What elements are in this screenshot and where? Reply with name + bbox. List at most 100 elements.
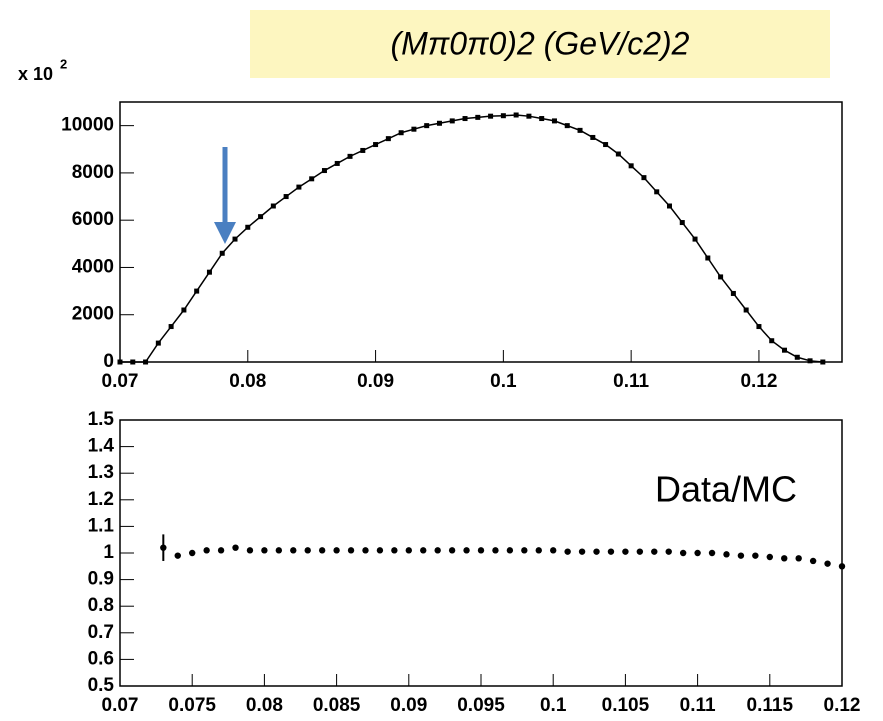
x-tick-label: 0.1 (490, 371, 517, 392)
data-point (718, 274, 724, 280)
data-point (513, 112, 519, 118)
data-point (462, 116, 468, 122)
y-tick-label: 0.5 (88, 675, 115, 696)
data-point (809, 557, 817, 565)
data-point (258, 214, 264, 220)
data-point (769, 338, 775, 344)
data-point (405, 547, 412, 554)
x-tick-label: 0.12 (824, 695, 861, 716)
x-tick-label: 0.105 (602, 695, 650, 716)
data-point (296, 184, 302, 190)
data-point (436, 120, 442, 126)
data-point (615, 151, 621, 157)
x-tick-label: 0.12 (740, 371, 777, 392)
data-point (577, 127, 583, 133)
data-point (448, 547, 456, 554)
data-point (130, 359, 136, 365)
data-point (290, 547, 297, 554)
data-point (477, 547, 485, 554)
y-tick-label: 0.6 (88, 648, 114, 669)
x-tick-label: 0.115 (747, 695, 794, 716)
data-point (723, 551, 730, 558)
data-point (781, 555, 788, 562)
y-tick-label: 1.1 (88, 515, 115, 536)
data-point (506, 547, 514, 554)
data-point (795, 555, 802, 562)
data-point (679, 549, 687, 557)
data-point (275, 547, 283, 554)
y-tick-label: 1.3 (88, 462, 114, 483)
data-point (743, 307, 749, 313)
x-tick-label: 0.085 (313, 695, 361, 716)
data-point (705, 255, 711, 261)
data-point (838, 563, 846, 570)
data-point (155, 340, 161, 346)
data-point (636, 548, 644, 555)
data-point (261, 547, 268, 554)
data-point (411, 126, 417, 132)
data-point (203, 547, 210, 554)
x-tick-label: 0.075 (168, 695, 216, 716)
data-point (391, 547, 398, 554)
title-box (250, 10, 830, 78)
data-point (641, 175, 647, 181)
plot-frame (119, 101, 843, 363)
x-tick-label: 0.1 (540, 695, 567, 716)
data-point (564, 548, 571, 555)
y-tick-label: 8000 (72, 162, 114, 183)
y-tick-label: 10000 (61, 115, 114, 136)
data-point (564, 123, 570, 129)
data-point (206, 269, 212, 275)
data-point (628, 163, 634, 169)
data-point (526, 113, 532, 119)
data-point (181, 307, 187, 313)
y-tick-label: 4000 (72, 256, 114, 277)
data-point (794, 354, 800, 360)
x-tick-label: 0.09 (357, 371, 394, 392)
multiplier: x 10 (18, 64, 53, 84)
data-point (603, 142, 609, 148)
data-point (219, 250, 225, 256)
arrow-head (214, 222, 236, 244)
data-point (232, 544, 239, 551)
data-point (492, 547, 499, 554)
data-point (376, 547, 384, 554)
y-tick-label: 0 (103, 351, 114, 372)
data-point (347, 547, 355, 554)
y-tick-label: 1.2 (88, 489, 114, 510)
data-point (449, 118, 455, 124)
multiplier-exponent: 2 (60, 56, 67, 71)
data-point (607, 548, 615, 555)
chart-title: (Mπ0π0)2 (GeV/c2)2 (391, 25, 690, 61)
data-point (246, 547, 254, 554)
y-tick-label: 6000 (72, 209, 114, 230)
data-point (521, 547, 528, 554)
y-tick-label: 0.9 (88, 569, 114, 590)
data-point (654, 189, 660, 195)
data-point (245, 224, 251, 230)
data-point (622, 548, 629, 555)
data-point (174, 552, 181, 559)
data-point (651, 548, 658, 555)
data-point (781, 347, 787, 353)
y-tick-label: 0.7 (88, 622, 114, 643)
data-point (551, 118, 557, 124)
data-point (385, 136, 391, 142)
x-tick-label: 0.07 (102, 371, 139, 392)
data-point (694, 549, 701, 557)
data-point (730, 290, 736, 296)
data-point (679, 220, 685, 226)
data-point (424, 123, 430, 129)
y-tick-label: 1.4 (88, 436, 115, 457)
x-tick-label: 0.11 (680, 695, 716, 716)
x-tick-label: 0.095 (457, 695, 505, 716)
data-point (194, 288, 200, 294)
data-point (708, 549, 716, 557)
data-point (420, 547, 427, 554)
data-point (434, 547, 441, 554)
data-point (539, 116, 545, 122)
data-point (321, 168, 327, 174)
data-point (752, 552, 759, 559)
